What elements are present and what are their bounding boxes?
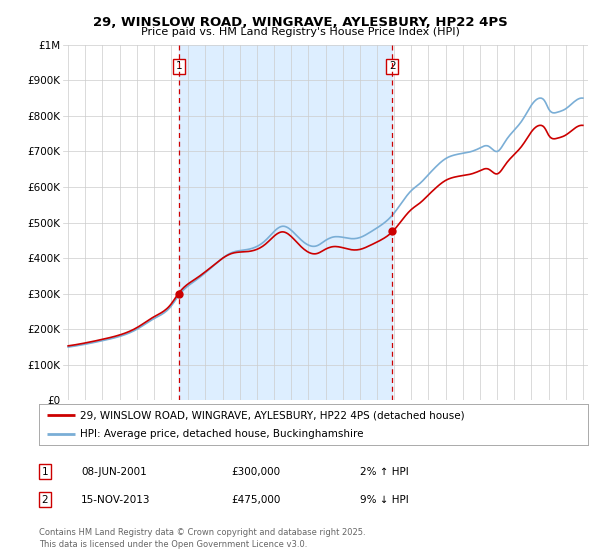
Text: £300,000: £300,000 — [231, 466, 280, 477]
Text: HPI: Average price, detached house, Buckinghamshire: HPI: Average price, detached house, Buck… — [80, 429, 364, 439]
Text: 1: 1 — [41, 466, 49, 477]
Text: Contains HM Land Registry data © Crown copyright and database right 2025.
This d: Contains HM Land Registry data © Crown c… — [39, 528, 365, 549]
Text: 29, WINSLOW ROAD, WINGRAVE, AYLESBURY, HP22 4PS: 29, WINSLOW ROAD, WINGRAVE, AYLESBURY, H… — [92, 16, 508, 29]
Text: 1: 1 — [175, 61, 182, 71]
Bar — [179, 45, 392, 400]
Text: 9% ↓ HPI: 9% ↓ HPI — [360, 494, 409, 505]
Text: 08-JUN-2001: 08-JUN-2001 — [81, 466, 147, 477]
Text: £475,000: £475,000 — [231, 494, 280, 505]
Text: Price paid vs. HM Land Registry's House Price Index (HPI): Price paid vs. HM Land Registry's House … — [140, 27, 460, 38]
Text: 15-NOV-2013: 15-NOV-2013 — [81, 494, 151, 505]
Text: 2: 2 — [389, 61, 395, 71]
Text: 2: 2 — [41, 494, 49, 505]
Text: 29, WINSLOW ROAD, WINGRAVE, AYLESBURY, HP22 4PS (detached house): 29, WINSLOW ROAD, WINGRAVE, AYLESBURY, H… — [80, 410, 465, 421]
Text: 2% ↑ HPI: 2% ↑ HPI — [360, 466, 409, 477]
